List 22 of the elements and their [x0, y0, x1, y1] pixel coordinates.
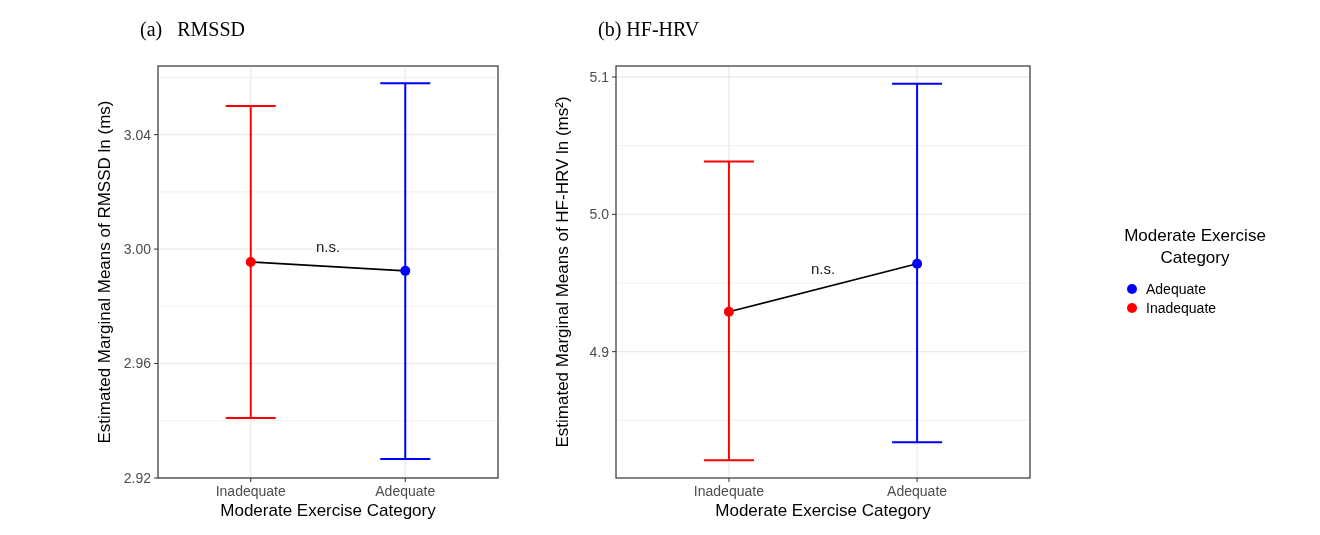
annotation: n.s.	[810, 259, 836, 277]
y-axis-title: Estimated Marginal Means of RMSSD ln (ms)	[95, 100, 114, 444]
annotation: n.s.	[315, 238, 341, 256]
legend-label: Inadequate	[1146, 299, 1217, 316]
y-tick-label: 2.92	[123, 469, 152, 486]
y-axis-title: Estimated Marginal Means of HF-HRV ln (ms²)	[553, 96, 572, 448]
y-tick-label: 2.96	[123, 355, 152, 372]
x-tick-label: Inadequate	[215, 483, 286, 499]
x-axis-title: Moderate Exercise Category	[220, 501, 437, 520]
text: 3.00	[123, 241, 151, 258]
chart-title: (b) HF-HRV	[598, 18, 700, 41]
x-axis-title: Moderate Exercise Category	[715, 501, 932, 520]
legend-title: Moderate Exercise Category	[1124, 226, 1266, 267]
y-tick-label: 3.04	[123, 126, 152, 143]
text: 5.0	[589, 206, 609, 223]
x-tick-label: Inadequate	[693, 483, 765, 499]
y-tick-label: 5.1	[589, 68, 610, 85]
x-tick-label: Adequate	[375, 483, 436, 499]
legend-label: Adequate	[1146, 280, 1207, 297]
x-tick-label: Adequate	[887, 483, 948, 499]
chart-title: (a) RMSSD	[140, 18, 246, 41]
y-tick-label: 4.9	[589, 343, 610, 360]
